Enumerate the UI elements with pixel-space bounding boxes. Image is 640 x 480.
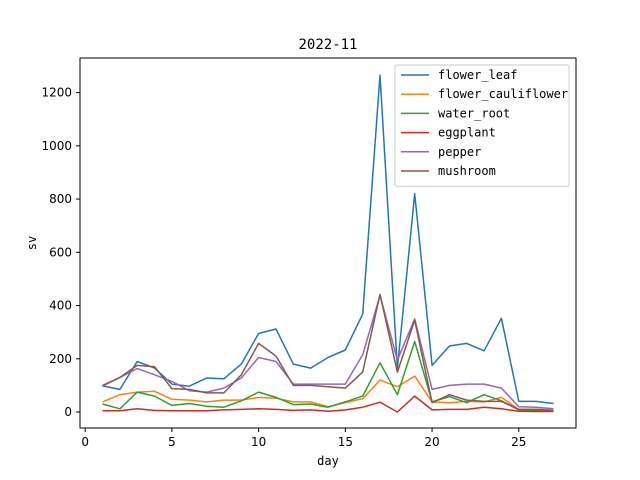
legend-label-flower-cauliflower: flower_cauliflower — [438, 87, 568, 101]
y-tick-label: 800 — [49, 192, 72, 206]
y-tick-label: 1200 — [41, 86, 72, 100]
series-lines — [102, 74, 554, 413]
legend: flower_leaf flower_cauliflower water_roote… — [394, 64, 570, 187]
y-tick-label: 0 — [64, 405, 72, 419]
plot-area-frame — [79, 57, 577, 429]
y-tick-label: 400 — [49, 299, 72, 313]
series-line-pepper — [102, 294, 554, 410]
x-axis-ticks: 0 5 10 15 20 25 — [81, 428, 526, 449]
series-line-mushroom — [102, 293, 554, 412]
series-line-water-root — [102, 340, 554, 412]
legend-label-pepper: pepper — [438, 145, 481, 159]
chart-title: 2022-11 — [298, 37, 357, 53]
legend-label-mushroom: mushroom — [438, 164, 496, 178]
legend-label-eggplant: eggplant — [438, 126, 496, 140]
series-line-eggplant — [102, 395, 554, 413]
legend-box — [394, 64, 570, 187]
x-tick-label: 5 — [168, 435, 176, 449]
x-tick-label: 10 — [251, 435, 266, 449]
x-tick-label: 15 — [338, 435, 353, 449]
y-tick-label: 1000 — [41, 139, 72, 153]
y-tick-label: 200 — [49, 352, 72, 366]
y-tick-label: 600 — [49, 245, 72, 259]
legend-label-flower-leaf: flower_leaf — [438, 68, 517, 82]
y-axis-ticks: 0 200 400 600 800 1000 1200 — [41, 86, 80, 419]
x-axis-label: day — [317, 454, 339, 468]
legend-label-water-root: water_root — [438, 106, 510, 120]
y-axis-label: sv — [25, 236, 39, 250]
x-tick-label: 25 — [511, 435, 526, 449]
x-tick-label: 20 — [424, 435, 439, 449]
x-tick-label: 0 — [81, 435, 89, 449]
